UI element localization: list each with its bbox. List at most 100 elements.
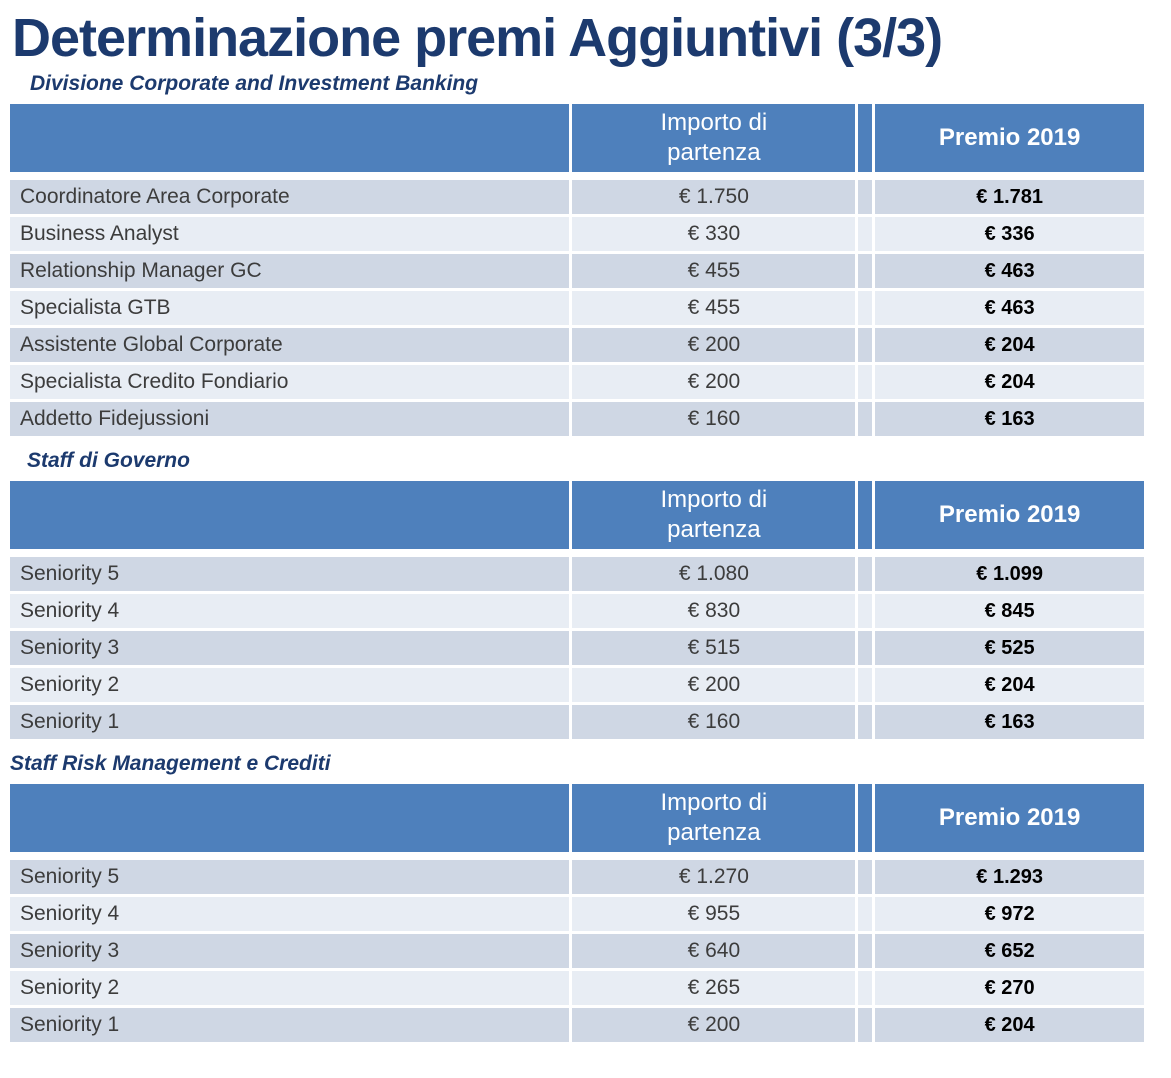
role-label: Seniority 1 [10,705,570,740]
role-label: Seniority 2 [10,668,570,703]
table-row: Seniority 1 € 160 € 163 [10,705,1144,740]
column-spacer [858,402,873,437]
col-header-premio: Premio 2019 [875,104,1144,178]
table-row: Specialista Credito Fondiario € 200 € 20… [10,365,1144,400]
premio-value: € 1.293 [875,860,1144,895]
column-spacer [858,557,873,592]
importo-value: € 515 [572,631,856,666]
section-title-staff-governo: Staff di Governo [27,449,190,473]
role-label: Specialista Credito Fondiario [10,365,570,400]
page-title: Determinazione premi Aggiuntivi (3/3) [12,8,943,68]
table-row: Assistente Global Corporate € 200 € 204 [10,328,1144,363]
table-row: Specialista GTB € 455 € 463 [10,291,1144,326]
premio-value: € 972 [875,897,1144,932]
importo-value: € 200 [572,365,856,400]
col-header-importo: Importo di partenza [572,104,856,178]
table-row: Seniority 3 € 640 € 652 [10,934,1144,969]
column-spacer [858,971,873,1006]
role-label: Seniority 5 [10,860,570,895]
table-row: Seniority 4 € 955 € 972 [10,897,1144,932]
table-row: Seniority 2 € 265 € 270 [10,971,1144,1006]
table-staff-risk: Importo di partenza Premio 2019 Seniorit… [7,781,1147,1045]
role-label: Seniority 5 [10,557,570,592]
premio-value: € 204 [875,365,1144,400]
table-row: Seniority 3 € 515 € 525 [10,631,1144,666]
role-label: Seniority 1 [10,1008,570,1043]
column-spacer [858,668,873,703]
header-row: Importo di partenza Premio 2019 [10,104,1144,178]
premio-value: € 163 [875,705,1144,740]
role-label: Coordinatore Area Corporate [10,180,570,215]
col-header-importo: Importo di partenza [572,481,856,555]
section-title-staff-risk: Staff Risk Management e Crediti [10,752,331,776]
premio-value: € 463 [875,291,1144,326]
col-header-importo-label: Importo di partenza [660,789,768,847]
role-label: Relationship Manager GC [10,254,570,289]
col-header-role [10,481,570,555]
col-header-role [10,104,570,178]
header-row: Importo di partenza Premio 2019 [10,481,1144,555]
premio-value: € 336 [875,217,1144,252]
premio-value: € 525 [875,631,1144,666]
col-header-importo-label: Importo di partenza [660,486,768,544]
role-label: Seniority 2 [10,971,570,1006]
importo-value: € 830 [572,594,856,629]
slide: Determinazione premi Aggiuntivi (3/3) Di… [0,8,1171,1078]
column-spacer [858,104,873,178]
premio-value: € 204 [875,1008,1144,1043]
importo-value: € 160 [572,705,856,740]
premio-value: € 1.781 [875,180,1144,215]
column-spacer [858,1008,873,1043]
column-spacer [858,897,873,932]
column-spacer [858,784,873,858]
table-row: Seniority 4 € 830 € 845 [10,594,1144,629]
importo-value: € 455 [572,291,856,326]
role-label: Seniority 4 [10,897,570,932]
importo-value: € 160 [572,402,856,437]
role-label: Assistente Global Corporate [10,328,570,363]
section-title-divisione-cib: Divisione Corporate and Investment Banki… [30,72,479,96]
importo-value: € 330 [572,217,856,252]
premio-value: € 1.099 [875,557,1144,592]
premio-value: € 845 [875,594,1144,629]
premio-value: € 163 [875,402,1144,437]
col-header-premio: Premio 2019 [875,784,1144,858]
importo-value: € 1.750 [572,180,856,215]
premio-value: € 204 [875,328,1144,363]
column-spacer [858,705,873,740]
col-header-importo-label: Importo di partenza [660,109,768,167]
importo-value: € 1.080 [572,557,856,592]
table-row: Seniority 2 € 200 € 204 [10,668,1144,703]
premio-value: € 463 [875,254,1144,289]
table-row: Seniority 5 € 1.270 € 1.293 [10,860,1144,895]
role-label: Seniority 4 [10,594,570,629]
column-spacer [858,934,873,969]
importo-value: € 265 [572,971,856,1006]
table-row: Addetto Fidejussioni € 160 € 163 [10,402,1144,437]
column-spacer [858,594,873,629]
column-spacer [858,365,873,400]
importo-value: € 955 [572,897,856,932]
column-spacer [858,180,873,215]
premio-value: € 204 [875,668,1144,703]
role-label: Business Analyst [10,217,570,252]
importo-value: € 200 [572,328,856,363]
importo-value: € 200 [572,668,856,703]
col-header-role [10,784,570,858]
col-header-premio: Premio 2019 [875,481,1144,555]
importo-value: € 455 [572,254,856,289]
column-spacer [858,328,873,363]
table-row: Relationship Manager GC € 455 € 463 [10,254,1144,289]
table-divisione-cib: Importo di partenza Premio 2019 Coordina… [7,101,1147,439]
table-row: Business Analyst € 330 € 336 [10,217,1144,252]
column-spacer [858,481,873,555]
role-label: Specialista GTB [10,291,570,326]
importo-value: € 200 [572,1008,856,1043]
column-spacer [858,291,873,326]
importo-value: € 1.270 [572,860,856,895]
column-spacer [858,631,873,666]
premio-value: € 652 [875,934,1144,969]
table-row: Coordinatore Area Corporate € 1.750 € 1.… [10,180,1144,215]
table-staff-governo: Importo di partenza Premio 2019 Seniorit… [7,478,1147,742]
role-label: Addetto Fidejussioni [10,402,570,437]
